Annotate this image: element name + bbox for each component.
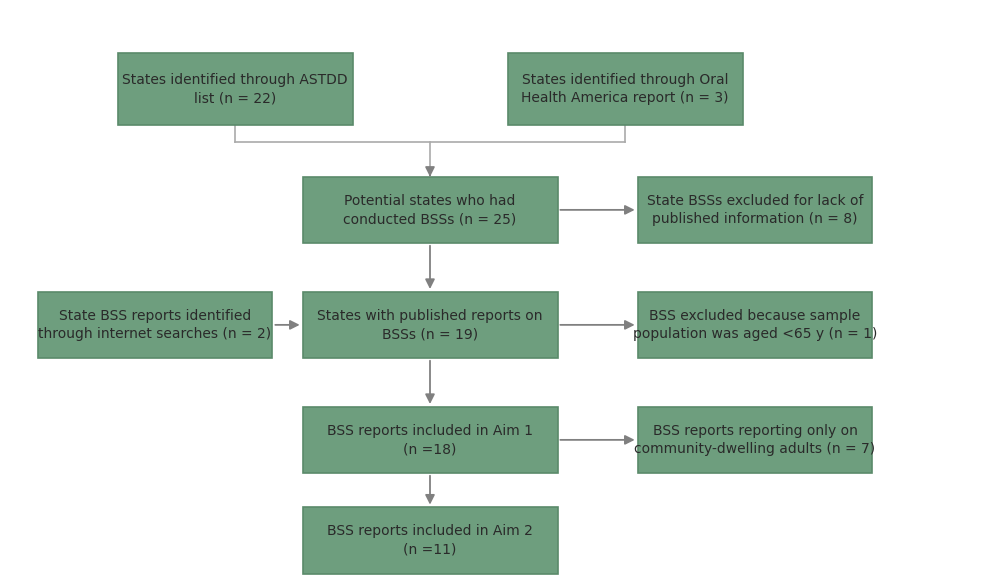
FancyBboxPatch shape [638,177,872,243]
FancyBboxPatch shape [302,177,558,243]
FancyBboxPatch shape [118,53,352,125]
FancyBboxPatch shape [638,407,872,473]
FancyBboxPatch shape [302,507,558,574]
FancyBboxPatch shape [638,292,872,358]
Text: BSS reports included in Aim 1
(n =18): BSS reports included in Aim 1 (n =18) [327,424,533,456]
Text: BSS excluded because sample
population was aged <65 y (n = 1): BSS excluded because sample population w… [633,309,877,341]
Text: States identified through Oral
Health America report (n = 3): States identified through Oral Health Am… [521,73,729,105]
FancyBboxPatch shape [302,407,558,473]
Text: BSS reports included in Aim 2
(n =11): BSS reports included in Aim 2 (n =11) [327,524,533,557]
Text: States with published reports on
BSSs (n = 19): States with published reports on BSSs (n… [317,309,543,341]
Text: Potential states who had
conducted BSSs (n = 25): Potential states who had conducted BSSs … [343,194,517,226]
FancyBboxPatch shape [38,292,272,358]
FancyBboxPatch shape [508,53,742,125]
Text: BSS reports reporting only on
community-dwelling adults (n = 7): BSS reports reporting only on community-… [634,424,876,456]
Text: States identified through ASTDD
list (n = 22): States identified through ASTDD list (n … [122,73,348,105]
FancyBboxPatch shape [302,292,558,358]
Text: State BSS reports identified
through internet searches (n = 2): State BSS reports identified through int… [38,309,272,341]
Text: State BSSs excluded for lack of
published information (n = 8): State BSSs excluded for lack of publishe… [647,194,863,226]
